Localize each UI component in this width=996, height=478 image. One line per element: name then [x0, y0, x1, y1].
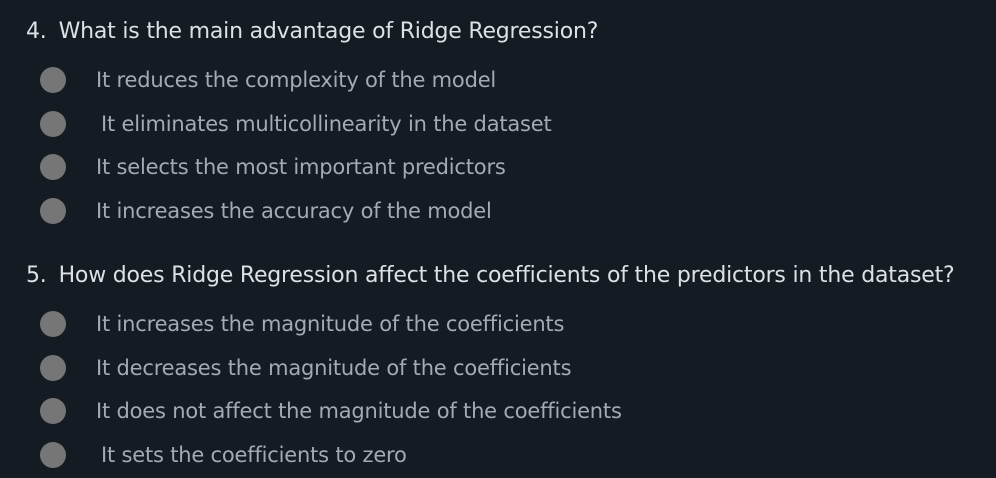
radio-button[interactable] [40, 110, 66, 137]
option-q4-b[interactable]: It eliminates multicollinearity in the d… [26, 102, 976, 146]
option-q4-d[interactable]: It increases the accuracy of the model [26, 189, 976, 233]
question-title: 4. What is the main advantage of Ridge Re… [26, 18, 976, 46]
question-number: 5. [26, 263, 47, 288]
option-q5-c[interactable]: It does not affect the magnitude of the … [26, 389, 976, 433]
question-text: What is the main advantage of Ridge Regr… [58, 19, 599, 44]
radio-button[interactable] [40, 354, 66, 381]
option-q5-a[interactable]: It increases the magnitude of the coeffi… [26, 302, 976, 346]
option-label: It does not affect the magnitude of the … [96, 399, 622, 424]
question-4: 4. What is the main advantage of Ridge Re… [26, 18, 976, 233]
options-list: It increases the magnitude of the coeffi… [26, 302, 976, 477]
radio-button[interactable] [40, 197, 66, 224]
option-label: It sets the coefficients to zero [101, 442, 407, 467]
radio-button[interactable] [40, 441, 66, 468]
option-label: It increases the magnitude of the coeffi… [96, 311, 565, 336]
option-q5-d[interactable]: It sets the coefficients to zero [26, 433, 976, 477]
option-q4-c[interactable]: It selects the most important predictors [26, 145, 976, 189]
option-label: It increases the accuracy of the model [96, 198, 492, 223]
option-label: It eliminates multicollinearity in the d… [101, 111, 552, 136]
radio-button[interactable] [40, 154, 66, 181]
question-text: How does Ridge Regression affect the coe… [58, 263, 955, 288]
radio-button[interactable] [40, 66, 66, 93]
radio-button[interactable] [40, 310, 66, 337]
options-list: It reduces the complexity of the model I… [26, 58, 976, 233]
question-title: 5. How does Ridge Regression affect the c… [26, 262, 976, 290]
option-q4-a[interactable]: It reduces the complexity of the model [26, 58, 976, 102]
radio-button[interactable] [40, 398, 66, 425]
option-label: It selects the most important predictors [96, 155, 506, 180]
option-label: It decreases the magnitude of the coeffi… [96, 355, 572, 380]
option-q5-b[interactable]: It decreases the magnitude of the coeffi… [26, 346, 976, 390]
option-label: It reduces the complexity of the model [96, 67, 497, 92]
question-number: 4. [26, 19, 47, 44]
question-5: 5. How does Ridge Regression affect the c… [26, 262, 976, 477]
